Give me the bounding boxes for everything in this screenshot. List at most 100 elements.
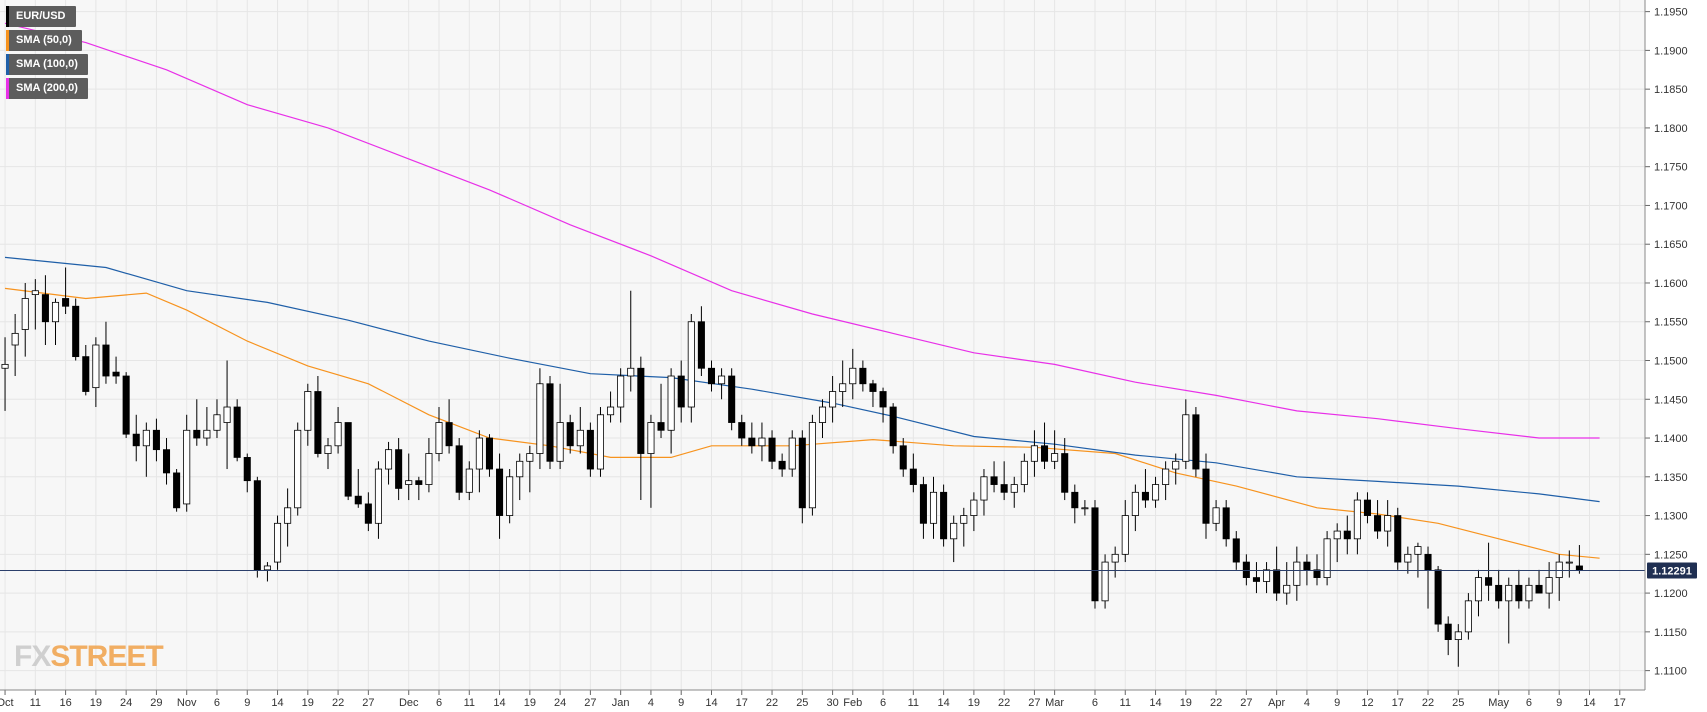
candle-body <box>748 437 756 447</box>
candle-body <box>576 429 584 447</box>
candle <box>1081 500 1089 516</box>
candle <box>980 469 988 516</box>
candle-body <box>798 437 806 509</box>
candle <box>1495 569 1503 609</box>
x-tick-label: 14 <box>271 697 283 709</box>
x-tick-label: Dec <box>399 697 419 709</box>
candle <box>223 360 231 470</box>
candle <box>132 414 140 462</box>
candle-body <box>960 515 968 524</box>
candle-body <box>768 437 776 462</box>
candle-body <box>728 375 736 423</box>
candle-body <box>223 406 231 423</box>
candle-body <box>445 422 453 447</box>
candle <box>798 430 806 524</box>
candle-body <box>667 375 675 431</box>
candle-body <box>31 290 39 296</box>
x-tick-label: 11 <box>1120 697 1131 709</box>
candle <box>1232 531 1240 570</box>
candle <box>284 488 292 547</box>
x-tick-label: 17 <box>736 697 748 709</box>
candle-body <box>929 491 938 524</box>
candle <box>415 476 423 501</box>
legend-swatch <box>6 54 9 75</box>
candle <box>1030 430 1038 477</box>
candle <box>82 345 90 396</box>
candle-body <box>869 383 877 392</box>
y-tick-label: 1.1400 <box>1654 433 1688 445</box>
candle-body <box>1040 445 1049 462</box>
candle <box>314 376 322 458</box>
candle-body <box>1343 530 1351 540</box>
x-tick-label: 22 <box>998 697 1010 709</box>
y-tick-label: 1.1650 <box>1654 239 1688 251</box>
candle-body <box>1 363 9 369</box>
candle-body <box>1374 515 1382 532</box>
candle-body <box>1202 468 1210 524</box>
candle <box>1152 476 1160 508</box>
candle-body <box>233 406 241 458</box>
candle <box>41 275 49 345</box>
candle-body <box>990 476 998 485</box>
candle-body <box>344 422 352 497</box>
candle <box>183 414 191 512</box>
candle-body <box>1212 507 1220 524</box>
x-tick-label: 24 <box>554 697 566 709</box>
candle <box>1192 407 1200 477</box>
candle-body <box>1565 561 1573 564</box>
candle-body <box>263 565 271 571</box>
candle <box>1434 565 1442 632</box>
candle-body <box>425 453 433 485</box>
candle <box>1111 546 1119 578</box>
candle <box>879 387 887 423</box>
candle <box>51 298 60 345</box>
legend-item-sma100[interactable]: SMA (100,0) <box>6 54 88 75</box>
legend-label: SMA (200,0) <box>16 82 78 94</box>
legend-item-sma50[interactable]: SMA (50,0) <box>6 30 82 51</box>
candle-body <box>647 422 655 454</box>
x-tick-label: 14 <box>705 697 717 709</box>
legend-item-sma200[interactable]: SMA (200,0) <box>6 78 88 99</box>
legend-swatch <box>6 78 9 99</box>
candle-body <box>41 294 49 323</box>
candle <box>667 368 675 454</box>
legend-label: EUR/USD <box>16 10 66 22</box>
x-tick-label: 22 <box>1422 697 1434 709</box>
candle-body <box>596 414 605 470</box>
candle-body <box>687 321 695 408</box>
legend-item-eurusd[interactable]: EUR/USD <box>6 6 76 27</box>
candle-body <box>102 344 110 377</box>
candle <box>940 484 948 547</box>
candle-body <box>1091 507 1099 602</box>
candle-body <box>879 391 887 408</box>
candle-body <box>1535 584 1543 594</box>
y-tick-label: 1.1150 <box>1654 627 1687 639</box>
candle <box>344 422 352 501</box>
candle-body <box>506 476 514 516</box>
candle-body <box>253 480 261 571</box>
candle-body <box>1101 561 1109 602</box>
y-tick-label: 1.1850 <box>1654 84 1688 96</box>
candle-body <box>1555 561 1563 578</box>
candle-body <box>1141 491 1149 501</box>
candle-body <box>536 383 544 454</box>
candle <box>506 469 514 524</box>
candle-body <box>707 367 716 385</box>
candle <box>586 422 594 477</box>
candle-body <box>1404 553 1412 563</box>
candle-body <box>1454 631 1462 641</box>
candle <box>566 414 574 454</box>
candle <box>1474 569 1483 617</box>
candle <box>707 360 716 392</box>
candle-body <box>284 507 292 524</box>
candle <box>748 422 756 454</box>
candle-body <box>617 375 625 408</box>
candle-body <box>152 429 160 451</box>
x-tick-label: 17 <box>1614 697 1626 709</box>
candle-body <box>274 522 282 563</box>
legend-swatch <box>6 6 9 27</box>
candle <box>455 438 463 501</box>
candle-body <box>203 429 211 439</box>
candle-body <box>1434 569 1442 625</box>
candle-body <box>1051 453 1059 462</box>
